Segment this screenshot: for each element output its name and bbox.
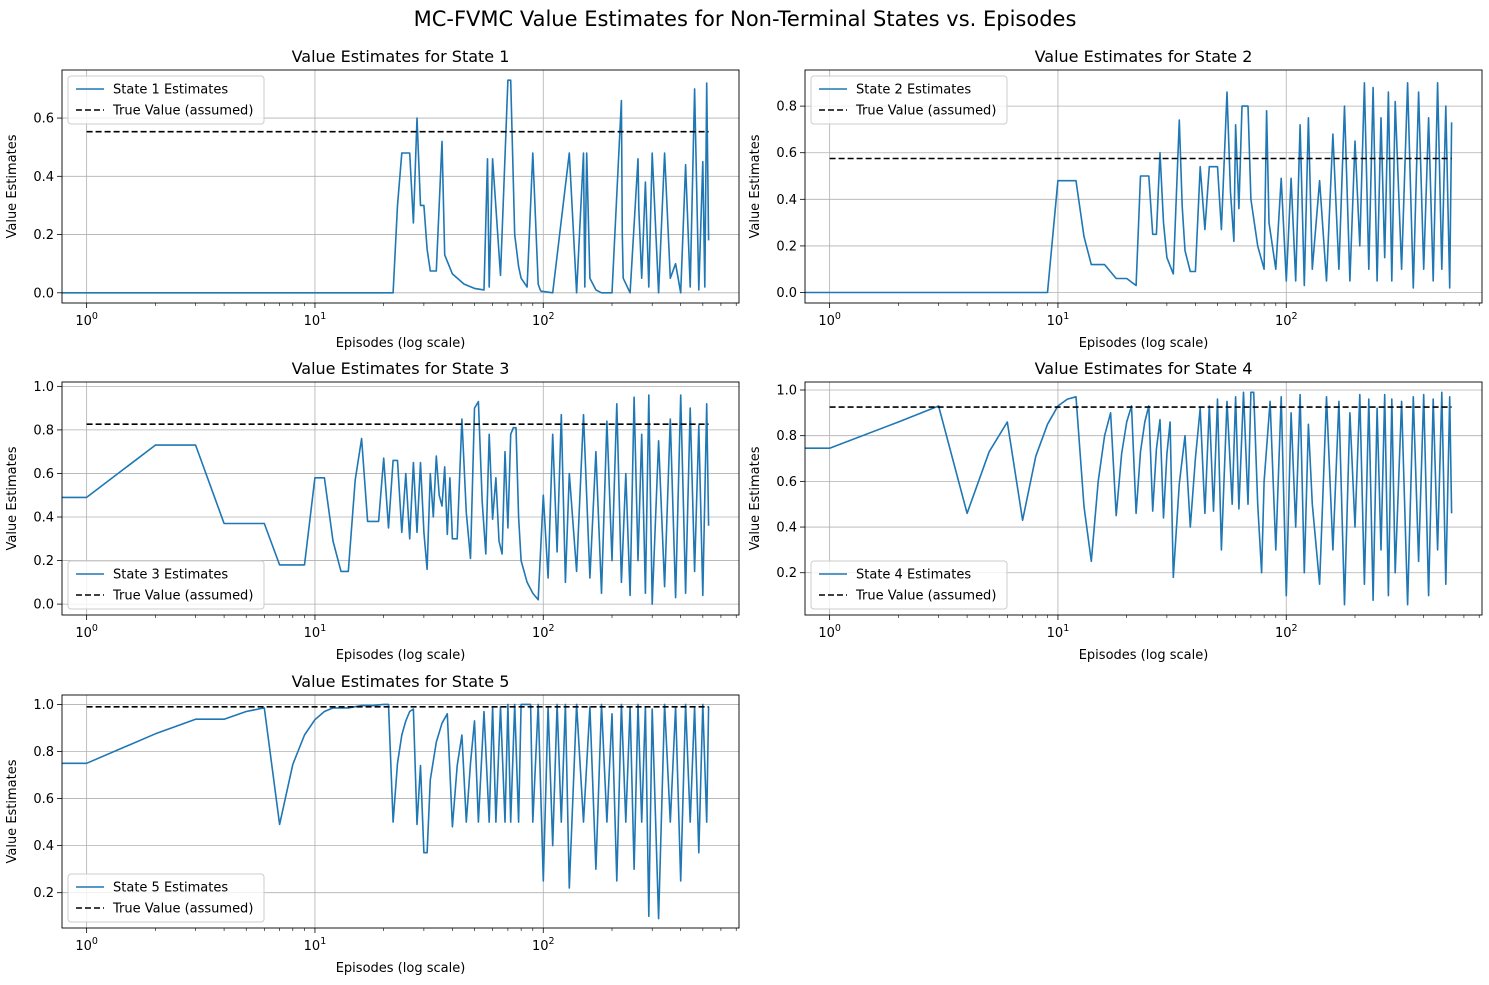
legend-label: True Value (assumed): [112, 589, 253, 604]
estimate-line: [805, 391, 1453, 606]
subplot-title: Value Estimates for State 2: [1035, 47, 1253, 66]
legend-frame: [810, 75, 1008, 125]
y-tick-label: 0.4: [33, 511, 54, 526]
y-tick-label: 0.8: [33, 745, 54, 760]
subplot-state-5: 0.2 0.4 0.6 0.8 1.0 100 101 102 Value Estimates …: [5, 672, 740, 976]
legend: State 4 Estimates True Value (assumed): [810, 560, 1008, 610]
x-tick-label: 101: [1047, 311, 1070, 329]
legend: State 2 Estimates True Value (assumed): [810, 75, 1008, 125]
subplot-state-1: 0.0 0.2 0.4 0.6 100 101 102 Value Estimates for…: [5, 47, 740, 351]
y-tick-label: 0.0: [33, 598, 54, 613]
y-axis-label: Value Estimates: [748, 446, 763, 550]
y-tick-label: 0.2: [33, 886, 54, 901]
axes-frame: [804, 69, 1483, 304]
y-axis-label: Value Estimates: [5, 134, 20, 238]
y-tick-label: 0.4: [33, 170, 54, 185]
x-tick-label: 100: [75, 936, 98, 954]
y-tick-label: 0.6: [33, 112, 54, 127]
legend: State 3 Estimates True Value (assumed): [67, 560, 265, 610]
legend-label: State 4 Estimates: [856, 568, 971, 583]
y-tick-label: 0.0: [776, 286, 797, 301]
subplot-grid: 0.0 0.2 0.4 0.6 100 101 102 Value Estimates for…: [5, 47, 1483, 976]
y-tick-label: 0.8: [776, 429, 797, 444]
subplot-state-2: 0.0 0.2 0.4 0.6 0.8 100 101 102 Value Estimates …: [748, 47, 1483, 351]
legend-label: State 5 Estimates: [113, 881, 228, 896]
y-tick-label: 1.0: [33, 698, 54, 713]
y-tick-label: 0.2: [776, 566, 797, 581]
y-tick-label: 0.6: [33, 467, 54, 482]
x-tick-label: 102: [1275, 623, 1298, 641]
x-axis-label: Episodes (log scale): [1079, 648, 1209, 663]
figure-suptitle: MC-FVMC Value Estimates for Non-Terminal…: [414, 7, 1077, 31]
legend-frame: [67, 560, 265, 610]
y-tick-label: 0.4: [33, 839, 54, 854]
y-tick-label: 0.8: [33, 423, 54, 438]
x-tick-label: 101: [304, 936, 327, 954]
y-axis-label: Value Estimates: [748, 134, 763, 238]
subplot-state-3: 0.0 0.2 0.4 0.6 0.8 1.0 100 101 102 Value Estimat…: [5, 359, 740, 663]
legend: State 1 Estimates True Value (assumed): [67, 75, 265, 125]
legend-label: True Value (assumed): [855, 589, 996, 604]
x-tick-label: 100: [818, 311, 841, 329]
estimate-line: [805, 82, 1453, 294]
legend-label: State 3 Estimates: [113, 568, 228, 583]
subplot-state-4: 0.2 0.4 0.6 0.8 1.0 100 101 102 Value Estimates …: [748, 359, 1483, 663]
y-tick-label: 1.0: [33, 380, 54, 395]
y-tick-label: 1.0: [776, 383, 797, 398]
legend-label: True Value (assumed): [112, 902, 253, 917]
estimate-line: [62, 394, 710, 605]
legend-label: True Value (assumed): [855, 104, 996, 119]
axes-frame: [804, 381, 1483, 616]
subplot-title: Value Estimates for State 3: [292, 359, 510, 378]
legend-label: State 2 Estimates: [856, 83, 971, 98]
axes-frame: [61, 694, 740, 929]
legend-label: State 1 Estimates: [113, 83, 228, 98]
legend: State 5 Estimates True Value (assumed): [67, 873, 265, 923]
x-axis-label: Episodes (log scale): [1079, 336, 1209, 351]
legend-frame: [67, 873, 265, 923]
x-tick-label: 102: [532, 311, 555, 329]
x-tick-label: 101: [304, 623, 327, 641]
y-tick-label: 0.6: [776, 475, 797, 490]
legend-label: True Value (assumed): [112, 104, 253, 119]
x-axis-label: Episodes (log scale): [336, 336, 466, 351]
axes-frame: [61, 381, 740, 616]
x-tick-label: 102: [1275, 311, 1298, 329]
y-tick-label: 0.0: [33, 286, 54, 301]
subplot-title: Value Estimates for State 5: [292, 672, 510, 691]
y-tick-label: 0.6: [776, 146, 797, 161]
estimate-line: [62, 703, 710, 920]
legend-frame: [67, 75, 265, 125]
x-tick-label: 101: [1047, 623, 1070, 641]
y-tick-label: 0.6: [33, 792, 54, 807]
y-tick-label: 0.4: [776, 521, 797, 536]
y-tick-label: 0.4: [776, 193, 797, 208]
x-axis-label: Episodes (log scale): [336, 648, 466, 663]
axes-frame: [61, 69, 740, 304]
x-tick-label: 102: [532, 623, 555, 641]
y-tick-label: 0.8: [776, 100, 797, 115]
estimate-line: [62, 79, 710, 294]
x-tick-label: 100: [75, 623, 98, 641]
y-axis-label: Value Estimates: [5, 446, 20, 550]
legend-frame: [810, 560, 1008, 610]
x-tick-label: 100: [818, 623, 841, 641]
subplot-title: Value Estimates for State 4: [1035, 359, 1253, 378]
y-axis-label: Value Estimates: [5, 759, 20, 863]
y-tick-label: 0.2: [776, 239, 797, 254]
x-tick-label: 100: [75, 311, 98, 329]
x-tick-label: 101: [304, 311, 327, 329]
y-tick-label: 0.2: [33, 554, 54, 569]
y-tick-label: 0.2: [33, 228, 54, 243]
x-tick-label: 102: [532, 936, 555, 954]
subplot-title: Value Estimates for State 1: [292, 47, 510, 66]
x-axis-label: Episodes (log scale): [336, 961, 466, 976]
